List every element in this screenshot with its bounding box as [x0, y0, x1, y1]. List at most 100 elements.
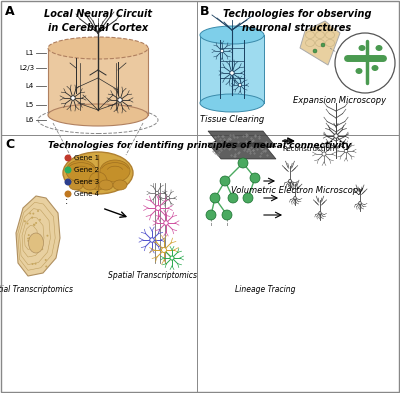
Circle shape [64, 154, 72, 162]
Ellipse shape [66, 160, 96, 182]
Circle shape [64, 191, 72, 198]
Circle shape [45, 266, 47, 268]
Circle shape [322, 152, 326, 156]
Circle shape [24, 220, 26, 222]
Circle shape [156, 206, 160, 211]
Circle shape [118, 98, 122, 102]
Circle shape [71, 96, 75, 100]
Circle shape [321, 43, 325, 47]
Circle shape [313, 49, 317, 53]
Circle shape [334, 134, 338, 138]
Text: :: : [65, 196, 69, 206]
Text: Technologies for identifing principles of neural connectivity: Technologies for identifing principles o… [48, 141, 352, 150]
Circle shape [33, 224, 35, 226]
Ellipse shape [100, 160, 130, 182]
Circle shape [238, 83, 242, 86]
Ellipse shape [63, 152, 133, 194]
Text: L2/3: L2/3 [19, 65, 34, 71]
Circle shape [166, 196, 170, 200]
Ellipse shape [376, 45, 382, 51]
Text: Gene 4: Gene 4 [74, 191, 99, 197]
Ellipse shape [200, 26, 264, 44]
Text: Spatial Transcriptomics: Spatial Transcriptomics [108, 271, 196, 280]
Ellipse shape [200, 94, 264, 112]
Circle shape [64, 167, 72, 173]
Text: Lineage Tracing: Lineage Tracing [235, 285, 295, 294]
Polygon shape [208, 131, 276, 147]
Circle shape [206, 210, 216, 220]
Circle shape [170, 256, 174, 260]
Circle shape [46, 235, 48, 237]
Text: B: B [200, 5, 210, 18]
Circle shape [344, 149, 348, 153]
Circle shape [27, 237, 29, 240]
Text: C: C [5, 138, 14, 151]
Circle shape [243, 193, 253, 203]
Ellipse shape [359, 202, 361, 204]
Circle shape [39, 239, 41, 241]
Circle shape [32, 263, 34, 265]
Ellipse shape [28, 233, 44, 253]
Circle shape [32, 213, 34, 215]
Ellipse shape [294, 196, 296, 200]
Circle shape [26, 222, 28, 224]
Circle shape [31, 239, 33, 241]
Circle shape [164, 221, 168, 225]
Text: Gene 2: Gene 2 [74, 167, 99, 173]
Ellipse shape [372, 65, 378, 71]
Circle shape [150, 238, 154, 242]
Text: Spatial Transcriptomics: Spatial Transcriptomics [0, 285, 72, 294]
Text: Local Neural Circuit
in Cerebral Cortex: Local Neural Circuit in Cerebral Cortex [44, 9, 152, 33]
Circle shape [31, 217, 33, 219]
Circle shape [33, 246, 35, 248]
Text: Gene 3: Gene 3 [74, 179, 99, 185]
Circle shape [27, 240, 29, 242]
Polygon shape [300, 21, 340, 65]
Circle shape [34, 224, 36, 226]
Circle shape [35, 222, 37, 224]
Circle shape [230, 71, 234, 75]
Text: Expansion Microscopy: Expansion Microscopy [294, 96, 386, 105]
Circle shape [210, 193, 220, 203]
Circle shape [220, 49, 224, 53]
Circle shape [155, 191, 159, 195]
Circle shape [41, 248, 43, 250]
Ellipse shape [99, 180, 113, 190]
Circle shape [162, 248, 166, 252]
Circle shape [64, 178, 72, 185]
Ellipse shape [89, 172, 107, 190]
Circle shape [39, 219, 41, 221]
Circle shape [228, 193, 238, 203]
Text: Technologies for observing
neuronal structures: Technologies for observing neuronal stru… [223, 9, 371, 33]
Text: Tissue Clearing: Tissue Clearing [200, 115, 264, 124]
Text: Volumetric Electron Microscopy: Volumetric Electron Microscopy [231, 186, 363, 195]
Circle shape [37, 210, 39, 212]
Text: A: A [5, 5, 15, 18]
Circle shape [38, 245, 40, 247]
Circle shape [36, 250, 38, 252]
Circle shape [238, 158, 248, 168]
Ellipse shape [356, 68, 362, 74]
Ellipse shape [48, 37, 148, 59]
Ellipse shape [358, 45, 366, 51]
Bar [48, 48, 148, 115]
Text: Gene 1: Gene 1 [74, 155, 99, 161]
Circle shape [222, 210, 232, 220]
Circle shape [220, 176, 230, 186]
Circle shape [28, 234, 30, 236]
Polygon shape [208, 143, 276, 159]
Ellipse shape [69, 180, 83, 190]
Ellipse shape [83, 180, 97, 190]
Ellipse shape [319, 211, 321, 215]
Text: L6: L6 [26, 117, 34, 123]
Bar [200, 35, 264, 103]
Circle shape [29, 213, 31, 215]
Circle shape [335, 33, 395, 93]
Circle shape [250, 173, 260, 183]
Text: L5: L5 [26, 102, 34, 108]
Text: L1: L1 [26, 50, 34, 56]
Text: L4: L4 [26, 83, 34, 89]
Circle shape [45, 259, 47, 261]
Ellipse shape [48, 104, 148, 126]
Polygon shape [16, 196, 60, 276]
